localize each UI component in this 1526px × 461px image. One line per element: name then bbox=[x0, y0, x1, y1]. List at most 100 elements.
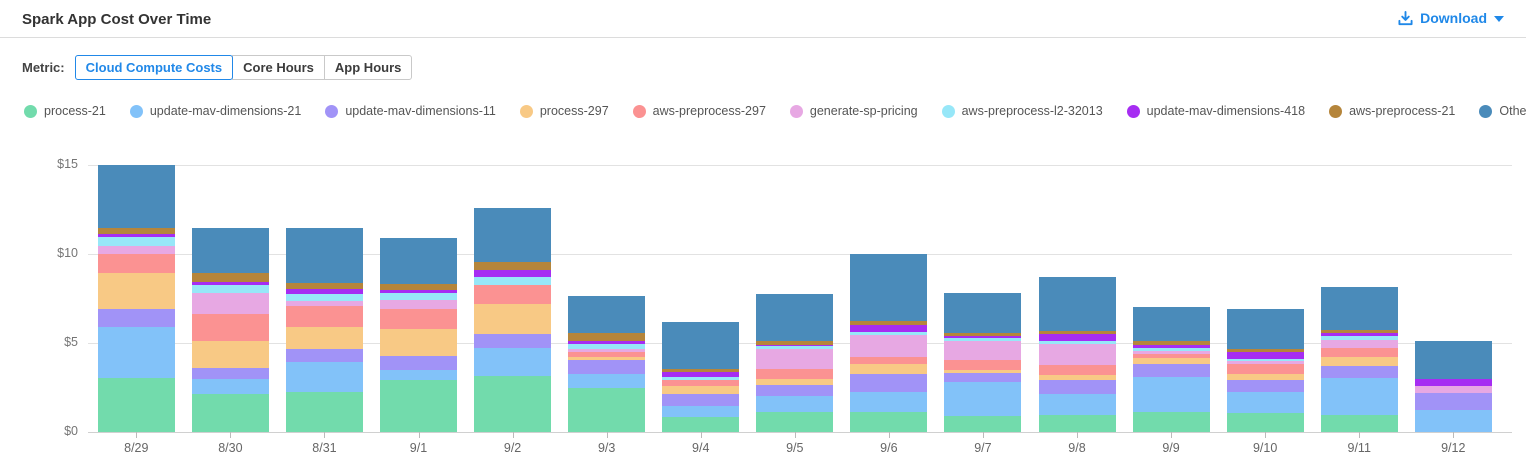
bar-segment-update-mav-dimensions-418[interactable] bbox=[191, 281, 269, 285]
bar-segment-aws-preprocess-l2-32013[interactable] bbox=[285, 294, 363, 301]
bar-segment-aws-preprocess-21[interactable] bbox=[191, 273, 269, 282]
bar-segment-process-297[interactable] bbox=[285, 327, 363, 350]
bar-segment-aws-preprocess-l2-32013[interactable] bbox=[662, 376, 740, 380]
bar-segment-update-mav-dimensions-11[interactable] bbox=[97, 309, 175, 328]
bar-segment-other[interactable] bbox=[191, 227, 269, 274]
bar-segment-process-297[interactable] bbox=[191, 341, 269, 369]
bar-segment-update-mav-dimensions-418[interactable] bbox=[662, 371, 740, 377]
bar-segment-aws-preprocess-l2-32013[interactable] bbox=[1132, 347, 1210, 352]
bar-segment-update-mav-dimensions-21[interactable] bbox=[285, 361, 363, 393]
bar-segment-update-mav-dimensions-418[interactable] bbox=[1320, 333, 1398, 337]
bar-segment-update-mav-dimensions-418[interactable] bbox=[1132, 344, 1210, 348]
bar-segment-aws-preprocess-21[interactable] bbox=[474, 262, 552, 271]
bar-segment-update-mav-dimensions-11[interactable] bbox=[850, 374, 928, 393]
bar-9-5[interactable] bbox=[756, 294, 834, 432]
bar-segment-aws-preprocess-l2-32013[interactable] bbox=[568, 344, 646, 350]
bar-segment-aws-preprocess-21[interactable] bbox=[662, 368, 740, 372]
bar-segment-other[interactable] bbox=[568, 296, 646, 334]
bar-segment-update-mav-dimensions-11[interactable] bbox=[1226, 379, 1304, 393]
bar-segment-process-297[interactable] bbox=[380, 328, 457, 356]
bar-9-1[interactable] bbox=[380, 238, 457, 432]
bar-segment-aws-preprocess-l2-32013[interactable] bbox=[1038, 341, 1116, 345]
bar-segment-other[interactable] bbox=[1226, 309, 1304, 349]
legend-item-process-21[interactable]: process-21 bbox=[24, 104, 106, 118]
bar-segment-process-297[interactable] bbox=[97, 272, 175, 310]
bar-segment-generate-sp-pricing[interactable] bbox=[191, 292, 269, 314]
legend-item-update-mav-dimensions-21[interactable]: update-mav-dimensions-21 bbox=[129, 104, 301, 118]
bar-segment-aws-preprocess-21[interactable] bbox=[850, 321, 928, 325]
bar-segment-generate-sp-pricing[interactable] bbox=[285, 300, 363, 306]
download-button[interactable]: Download bbox=[1398, 10, 1504, 26]
bar-segment-generate-sp-pricing[interactable] bbox=[1414, 385, 1492, 393]
bar-9-8[interactable] bbox=[1038, 276, 1116, 432]
bar-segment-aws-preprocess-l2-32013[interactable] bbox=[1320, 336, 1398, 340]
bar-9-12[interactable] bbox=[1414, 341, 1492, 432]
bar-segment-aws-preprocess-297[interactable] bbox=[1132, 353, 1210, 359]
bar-segment-aws-preprocess-297[interactable] bbox=[285, 305, 363, 328]
bar-segment-process-297[interactable] bbox=[756, 378, 834, 385]
bar-segment-generate-sp-pricing[interactable] bbox=[944, 340, 1022, 361]
bar-9-3[interactable] bbox=[568, 296, 646, 432]
bar-segment-other[interactable] bbox=[756, 294, 834, 342]
bar-segment-update-mav-dimensions-21[interactable] bbox=[1414, 409, 1492, 432]
bar-segment-update-mav-dimensions-21[interactable] bbox=[850, 392, 928, 412]
bar-segment-aws-preprocess-297[interactable] bbox=[97, 254, 175, 273]
bar-segment-other[interactable] bbox=[944, 293, 1022, 333]
bar-segment-aws-preprocess-21[interactable] bbox=[1320, 329, 1398, 334]
legend-item-aws-preprocess-21[interactable]: aws-preprocess-21 bbox=[1329, 104, 1455, 118]
bar-segment-update-mav-dimensions-418[interactable] bbox=[1414, 378, 1492, 386]
bar-segment-update-mav-dimensions-11[interactable] bbox=[568, 360, 646, 375]
bar-segment-update-mav-dimensions-418[interactable] bbox=[474, 270, 552, 277]
bar-segment-update-mav-dimensions-11[interactable] bbox=[1038, 380, 1116, 394]
legend-item-other[interactable]: Other bbox=[1479, 104, 1526, 118]
bar-segment-aws-preprocess-l2-32013[interactable] bbox=[1226, 359, 1304, 361]
bar-segment-update-mav-dimensions-11[interactable] bbox=[474, 334, 552, 349]
bar-segment-update-mav-dimensions-21[interactable] bbox=[568, 374, 646, 388]
bar-8-29[interactable] bbox=[97, 164, 175, 432]
bar-segment-other[interactable] bbox=[1320, 287, 1398, 330]
bar-segment-aws-preprocess-21[interactable] bbox=[380, 283, 457, 290]
legend-item-process-297[interactable]: process-297 bbox=[519, 104, 609, 118]
legend-item-update-mav-dimensions-418[interactable]: update-mav-dimensions-418 bbox=[1126, 104, 1305, 118]
bar-segment-aws-preprocess-l2-32013[interactable] bbox=[474, 276, 552, 285]
bar-segment-other[interactable] bbox=[850, 254, 928, 321]
bar-segment-update-mav-dimensions-21[interactable] bbox=[97, 327, 175, 378]
bar-segment-update-mav-dimensions-418[interactable] bbox=[568, 341, 646, 345]
bar-segment-aws-preprocess-297[interactable] bbox=[850, 356, 928, 365]
bar-9-4[interactable] bbox=[662, 321, 740, 432]
bar-segment-process-21[interactable] bbox=[285, 392, 363, 432]
bar-segment-process-21[interactable] bbox=[1038, 415, 1116, 432]
bar-segment-process-21[interactable] bbox=[662, 416, 740, 432]
bar-segment-other[interactable] bbox=[97, 164, 175, 228]
bar-segment-update-mav-dimensions-418[interactable] bbox=[1038, 334, 1116, 342]
bar-segment-update-mav-dimensions-11[interactable] bbox=[191, 368, 269, 379]
bar-segment-process-21[interactable] bbox=[944, 416, 1022, 432]
bar-segment-update-mav-dimensions-11[interactable] bbox=[662, 393, 740, 407]
bar-segment-update-mav-dimensions-21[interactable] bbox=[1320, 377, 1398, 416]
bar-9-7[interactable] bbox=[944, 293, 1022, 432]
bar-segment-process-21[interactable] bbox=[97, 377, 175, 432]
bar-segment-aws-preprocess-297[interactable] bbox=[1320, 347, 1398, 358]
bar-segment-process-21[interactable] bbox=[380, 379, 457, 432]
bar-segment-process-21[interactable] bbox=[1320, 415, 1398, 432]
bar-segment-update-mav-dimensions-418[interactable] bbox=[756, 344, 834, 346]
bar-segment-aws-preprocess-21[interactable] bbox=[756, 341, 834, 345]
bar-segment-aws-preprocess-21[interactable] bbox=[1226, 348, 1304, 353]
bar-segment-process-21[interactable] bbox=[191, 393, 269, 432]
metric-tab-core-hours[interactable]: Core Hours bbox=[232, 55, 325, 80]
bar-segment-aws-preprocess-l2-32013[interactable] bbox=[97, 237, 175, 247]
bar-segment-aws-preprocess-297[interactable] bbox=[1038, 365, 1116, 376]
bar-segment-process-297[interactable] bbox=[1226, 374, 1304, 380]
bar-segment-generate-sp-pricing[interactable] bbox=[756, 348, 834, 369]
bar-segment-update-mav-dimensions-21[interactable] bbox=[474, 348, 552, 377]
bar-segment-process-21[interactable] bbox=[850, 411, 928, 432]
legend-item-generate-sp-pricing[interactable]: generate-sp-pricing bbox=[789, 104, 918, 118]
bar-segment-generate-sp-pricing[interactable] bbox=[1320, 339, 1398, 348]
bar-segment-process-297[interactable] bbox=[1038, 375, 1116, 381]
bar-segment-other[interactable] bbox=[474, 208, 552, 263]
bar-segment-update-mav-dimensions-21[interactable] bbox=[1132, 376, 1210, 413]
bar-segment-update-mav-dimensions-21[interactable] bbox=[1038, 393, 1116, 416]
bar-segment-aws-preprocess-297[interactable] bbox=[944, 360, 1022, 370]
bar-segment-generate-sp-pricing[interactable] bbox=[97, 246, 175, 255]
bar-segment-aws-preprocess-297[interactable] bbox=[380, 308, 457, 329]
